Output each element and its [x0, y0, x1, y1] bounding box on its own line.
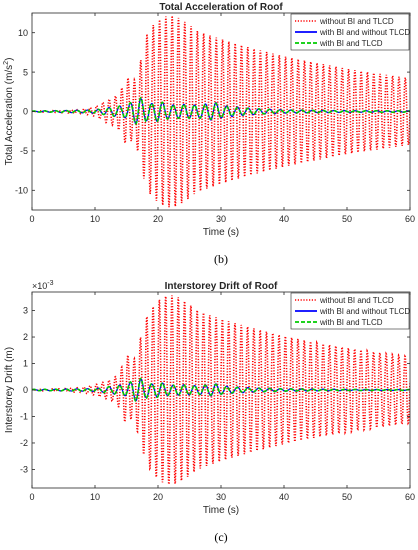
exponent-base: ×10 — [32, 281, 47, 291]
y-tick-label: 5 — [23, 67, 28, 77]
y-axis-label: Interstorey Drift (m) — [4, 347, 15, 433]
chart-panel-b: 0 10 20 30 40 50 60 -10 -5 0 5 10 Total Acceleration… — [3, 2, 415, 266]
y-tick-label: -10 — [15, 186, 28, 196]
x-tick-label: 0 — [29, 492, 34, 502]
y-axis-label-main: Interstorey Drift (m) — [4, 347, 15, 433]
legend: without BI and TLCD with BI and without T… — [290, 292, 410, 330]
series-line-without-bi-and-tlcd — [32, 295, 410, 485]
y-tick-label: -1 — [20, 412, 28, 422]
x-tick-label: 30 — [216, 214, 226, 224]
panel-caption: (b) — [214, 252, 228, 266]
y-tick-label: 0 — [23, 385, 28, 395]
y-tick-label: 2 — [23, 332, 28, 342]
chart-title: Interstorey Drift of Roof — [165, 281, 278, 292]
legend-label: without BI and TLCD — [319, 17, 394, 26]
panel-caption: (c) — [214, 530, 227, 544]
y-axis-label-main: Total Acceleration (m/s — [4, 65, 15, 166]
x-axis-label: Time (s) — [203, 505, 239, 516]
x-tick-label: 50 — [342, 492, 352, 502]
x-tick-label: 40 — [279, 214, 289, 224]
x-tick-label: 20 — [153, 492, 163, 502]
y-tick-label: 1 — [23, 359, 28, 369]
chart-panel-c: 0 10 20 30 40 50 60 -3 -2 -1 0 1 2 3 Interstorey Drift… — [4, 280, 415, 544]
y-tick-label: 3 — [23, 306, 28, 316]
x-tick-label: 0 — [29, 214, 34, 224]
series-line-with-bi-and-tlcd — [32, 377, 410, 402]
y-tick-label: 10 — [18, 28, 28, 38]
chart-title: Total Acceleration of Roof — [159, 2, 283, 13]
y-axis-label: Total Acceleration (m/s2) — [3, 58, 15, 166]
x-tick-label: 20 — [153, 214, 163, 224]
y-axis-exponent: ×10-3 — [32, 280, 54, 291]
x-tick-label: 30 — [216, 492, 226, 502]
series-group — [32, 15, 410, 208]
x-tick-label: 60 — [405, 214, 415, 224]
legend-label: with BI and without TLCD — [319, 307, 410, 316]
series-group — [32, 295, 410, 485]
x-tick-label: 10 — [90, 214, 100, 224]
x-tick-label: 60 — [405, 492, 415, 502]
y-tick-label: 0 — [23, 107, 28, 117]
y-tick-label: -5 — [20, 146, 28, 156]
y-tick-label: -3 — [20, 465, 28, 475]
y-axis-label-end: ) — [4, 58, 15, 61]
legend: without BI and TLCD with BI and without T… — [290, 13, 410, 51]
exponent-power: -3 — [47, 280, 53, 287]
legend-label: without BI and TLCD — [319, 296, 394, 305]
legend-label: with BI and TLCD — [319, 318, 383, 327]
legend-label: with BI and TLCD — [319, 39, 383, 48]
x-tick-label: 10 — [90, 492, 100, 502]
x-axis-label: Time (s) — [203, 227, 239, 238]
y-axis-label-superscript: 2 — [3, 61, 10, 65]
y-tick-label: -2 — [20, 438, 28, 448]
x-tick-label: 40 — [279, 492, 289, 502]
series-line-with-bi-and-tlcd — [32, 96, 410, 125]
legend-label: with BI and without TLCD — [319, 28, 410, 37]
x-tick-label: 50 — [342, 214, 352, 224]
